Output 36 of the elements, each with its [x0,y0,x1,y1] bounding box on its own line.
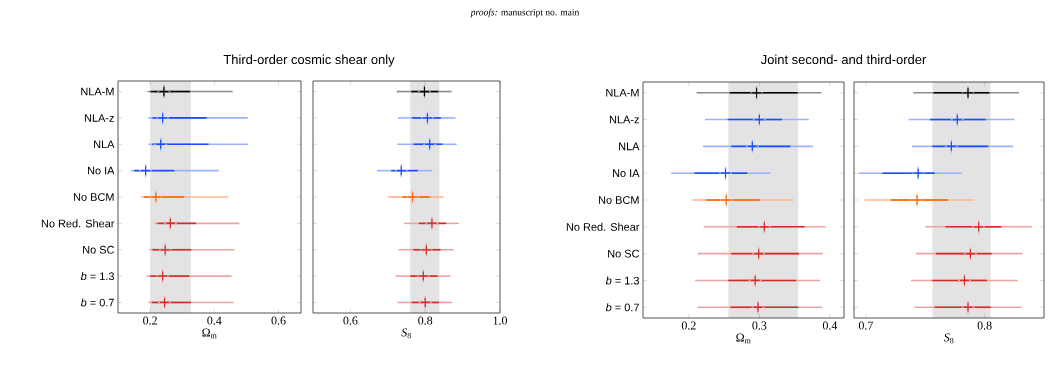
x-tick-label: 0.6 [271,316,286,325]
y-tick-label: No BCM [598,196,639,204]
y-tick-label: NLA-M [81,87,114,96]
x-tick-label: 1.0 [493,316,508,325]
y-tick-label: b = 0.7 [80,298,114,307]
x-tick-label: 0.7 [858,321,874,330]
y-tick-label: NLA [94,140,115,149]
y-tick-label: No SC [83,245,115,254]
x-tick-label: 0.2 [143,316,157,325]
y-tick-label: No IA [87,166,115,175]
y-tick-label: NLA-M [606,88,639,97]
x-tick-label: 0.4 [822,321,838,330]
x-tick-label: 0.4 [207,316,222,325]
y-tick-label: NLA-z [609,115,639,124]
y-tick-label: No IA [612,169,640,178]
x-axis-title: Ω$_{m}$ [202,328,217,339]
x-axis-title: S$_{8}$ [943,333,954,344]
chart-title: Joint second- and third-order [760,54,927,65]
x-tick-label: 0.6 [343,316,358,325]
x-tick-label: 0.3 [752,321,767,330]
y-tick-label: No Red. Shear [41,219,115,228]
y-tick-label: NLA-z [84,114,114,122]
y-tick-label: No Red. Shear [566,222,640,231]
x-axis-title: Ω$_{m}$ [736,333,751,344]
y-tick-label: b = 1.3 [80,272,114,281]
y-tick-label: NLA [619,142,640,151]
text: proofs: manuscript no. main [470,8,580,18]
x-tick-label: 0.2 [681,321,696,330]
x-axis-title: S$_{8}$ [401,328,411,339]
x-tick-label: 0.8 [418,316,433,325]
chart-title: Third-order cosmic shear only [223,54,395,67]
y-tick-label: b = 1.3 [605,276,639,285]
x-tick-label: 0.8 [977,321,992,330]
y-tick-label: No SC [608,249,640,258]
y-tick-label: No BCM [73,193,114,201]
y-tick-label: b = 0.7 [605,303,639,312]
